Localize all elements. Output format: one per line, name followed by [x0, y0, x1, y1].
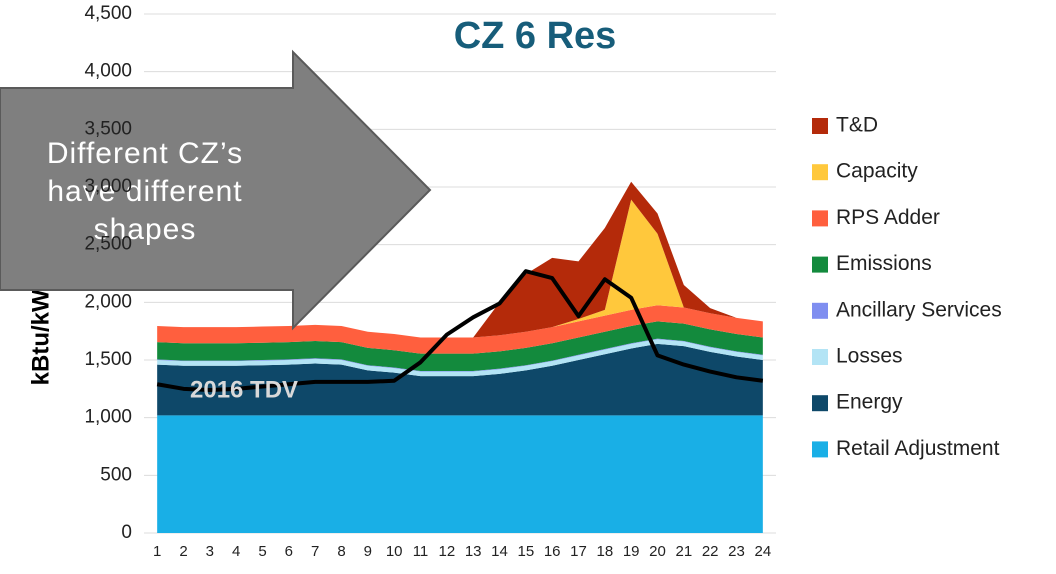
legend-label: Capacity [836, 160, 918, 183]
y-tick-label: 2,500 [84, 234, 132, 255]
legend-label: Emissions [836, 252, 932, 275]
area [157, 305, 763, 354]
y-tick-label: 4,500 [84, 3, 132, 24]
legend-swatch [812, 395, 828, 412]
y-tick-label: 1,500 [84, 349, 132, 370]
x-tick-label: 4 [232, 543, 240, 560]
x-tick-label: 21 [675, 543, 692, 560]
legend-label: Energy [836, 391, 903, 414]
x-tick-label: 1 [153, 543, 161, 560]
callout-line: shapes [94, 213, 197, 246]
x-tick-label: 15 [517, 543, 534, 560]
x-tick-label: 20 [649, 543, 666, 560]
area [157, 181, 763, 338]
y-tick-label: 3,500 [84, 118, 132, 139]
legend-label: T&D [836, 114, 878, 137]
x-tick-label: 22 [702, 543, 719, 560]
legend-swatch [812, 441, 828, 458]
y-axis-label: kBtu/kWh [27, 275, 54, 386]
x-tick-label: 10 [386, 543, 403, 560]
legend-swatch [812, 118, 828, 134]
x-tick-label: 2 [179, 543, 187, 560]
y-tick-label: 4,000 [84, 61, 132, 82]
y-tick-label: 3,000 [84, 176, 132, 197]
legend-label: Retail Adjustment [836, 437, 1000, 460]
area [157, 199, 763, 338]
line [156, 269, 764, 392]
y-tick-label: 0 [121, 522, 132, 543]
y-tick-label: 500 [100, 464, 132, 485]
x-tick-label: 16 [544, 543, 561, 560]
x-tick-label: 5 [258, 543, 266, 560]
callout-text: Different CZ’s have different shapes [47, 137, 243, 246]
legend-label: Ancillary Services [836, 298, 1002, 321]
legend-swatch [812, 164, 828, 181]
legend-label: Losses [836, 345, 903, 368]
x-tick-label: 19 [623, 543, 640, 560]
x-tick-label: 18 [596, 543, 613, 560]
x-tick-label: 7 [311, 543, 319, 560]
legend-swatch [812, 302, 828, 319]
x-tick-label: 3 [206, 543, 214, 560]
legend-swatch [812, 256, 828, 273]
x-tick-label: 6 [285, 543, 293, 560]
legend-swatch [812, 210, 828, 227]
callout-line: have different [47, 175, 242, 208]
area [157, 343, 763, 416]
x-tick-label: 24 [754, 543, 771, 560]
callout-arrow [0, 49, 432, 331]
y-tick-label: 1,000 [84, 407, 132, 428]
x-tick-label: 11 [413, 543, 429, 560]
area [157, 321, 763, 371]
x-tick-label: 23 [728, 543, 745, 560]
legend-swatch [812, 349, 828, 365]
line-label: 2016 TDV [190, 376, 298, 403]
area [157, 339, 763, 377]
x-tick-label: 17 [570, 543, 587, 560]
plot-area [144, 13, 776, 534]
x-tick-label: 12 [438, 543, 455, 560]
x-tick-label: 13 [465, 543, 482, 560]
chart-title: CZ 6 Res [454, 15, 617, 57]
x-tick-label: 14 [491, 543, 508, 560]
y-tick-label: 2,000 [84, 291, 132, 312]
callout-line: Different CZ’s [47, 137, 243, 170]
legend-label: RPS Adder [836, 206, 940, 229]
area [157, 415, 763, 533]
x-tick-label: 8 [337, 543, 345, 560]
x-tick-label: 9 [364, 543, 372, 560]
